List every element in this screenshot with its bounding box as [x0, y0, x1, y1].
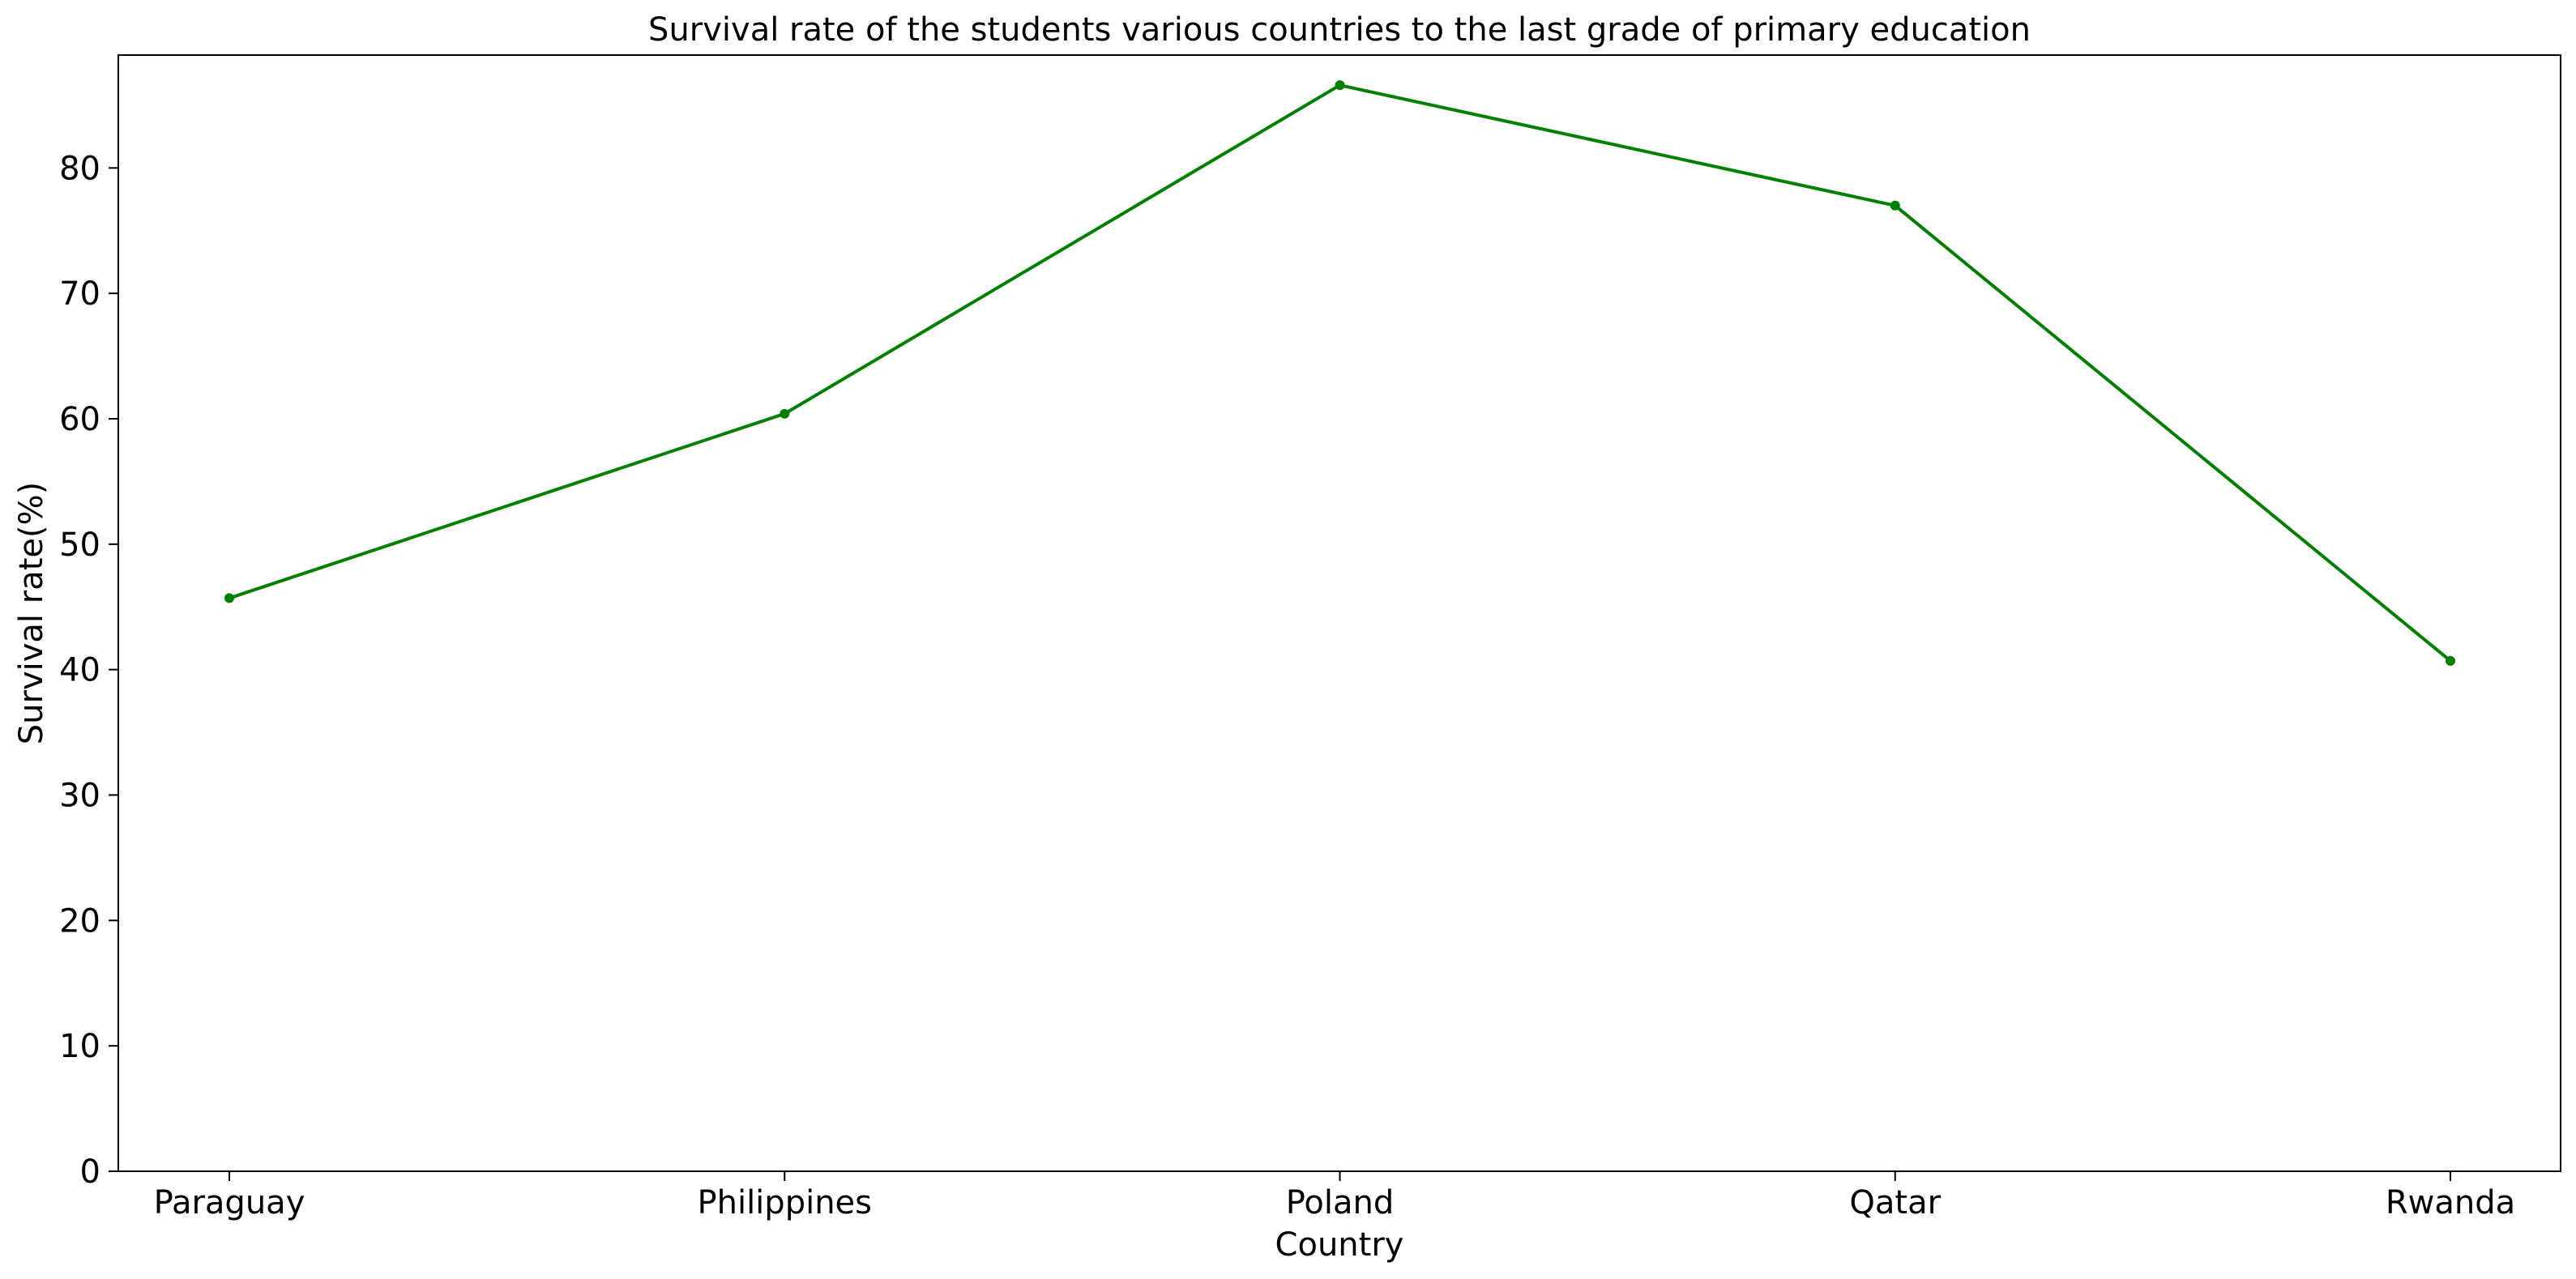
series-layer	[224, 80, 2455, 666]
y-tick-label: 30	[59, 778, 100, 815]
y-axis-label: Survival rate(%)	[13, 482, 50, 744]
x-tick-label: Qatar	[1849, 1184, 1941, 1221]
data-point-paraguay	[224, 593, 234, 603]
y-tick-label: 0	[80, 1153, 100, 1191]
data-point-poland	[1335, 80, 1345, 91]
y-tick-label: 20	[59, 902, 100, 940]
data-point-rwanda	[2446, 655, 2455, 666]
x-axis-label: Country	[1275, 1226, 1404, 1264]
y-tick-label: 10	[59, 1028, 100, 1065]
plot-frame	[117, 54, 2561, 1172]
y-tick-label: 70	[59, 275, 100, 313]
x-axis-ticks: Paraguay Philippines Poland Qatar Rwanda	[154, 1171, 2515, 1221]
x-tick-label: Poland	[1286, 1184, 1395, 1221]
data-point-qatar	[1890, 200, 1900, 211]
x-tick-label: Rwanda	[2386, 1184, 2515, 1221]
y-tick-label: 50	[59, 527, 100, 564]
y-tick-label: 80	[59, 150, 100, 187]
data-point-philippines	[780, 408, 790, 419]
y-tick-label: 40	[59, 652, 100, 689]
y-axis-ticks: 0 10 20 30 40 50 60 70 80	[59, 150, 118, 1191]
x-tick-label: Paraguay	[154, 1184, 305, 1221]
x-tick-label: Philippines	[697, 1184, 872, 1221]
y-tick-label: 60	[59, 401, 100, 438]
chart-title: Survival rate of the students various co…	[648, 11, 2031, 49]
